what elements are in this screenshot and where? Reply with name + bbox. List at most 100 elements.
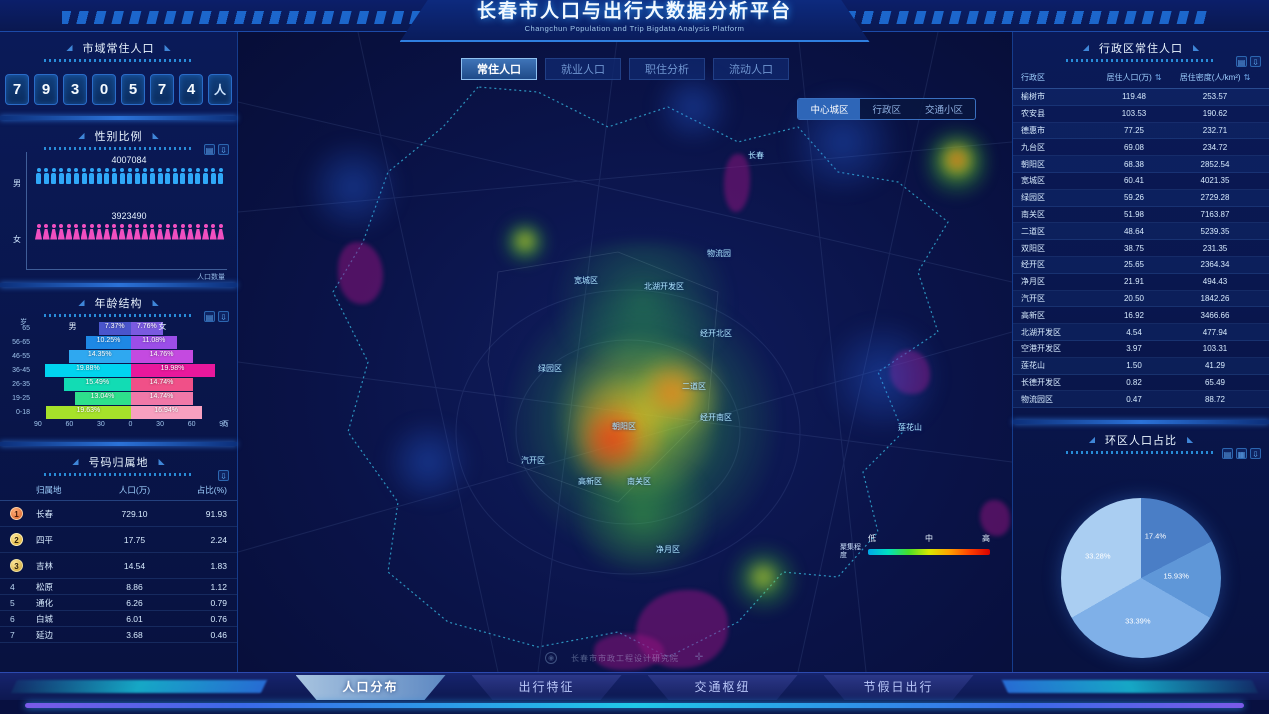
district-pop-cell: 48.64 — [1123, 226, 1145, 236]
male-bar[interactable]: 7.37% — [98, 321, 131, 335]
chart-switch-icon[interactable]: ▤ — [204, 144, 215, 155]
phone-table-row[interactable]: 1 长春 729.10 91.93 — [0, 501, 237, 527]
map-tab-常住人口[interactable]: 常住人口 — [461, 58, 537, 80]
nav-tab-人口分布[interactable]: 人口分布 — [295, 675, 446, 700]
download-icon[interactable]: ⇩ — [1250, 448, 1261, 459]
district-map-label: 南关区 — [627, 477, 651, 486]
district-table-row[interactable]: 经开区 25.65 2364.34 — [1013, 256, 1269, 274]
age-x-tick: 30 — [156, 421, 164, 428]
female-person-icon — [149, 224, 156, 240]
male-bar[interactable]: 19.88% — [45, 363, 131, 377]
female-person-icon — [119, 224, 126, 240]
district-table-row[interactable]: 二道区 48.64 5239.35 — [1013, 223, 1269, 241]
age-x-tick: 60 — [187, 421, 196, 428]
female-bar-value: 14.74% — [149, 392, 174, 400]
title-plate: 长春市人口与出行大数据分析平台 Changchun Population and… — [399, 0, 870, 42]
male-person-icon — [88, 168, 95, 184]
population-tab-bar: 常住人口 就业人口 职住分析 流动人口 — [461, 58, 789, 80]
district-map-label: 宽城区 — [574, 276, 598, 285]
female-half: 11.08% — [130, 335, 228, 349]
male-bar[interactable]: 14.35% — [68, 349, 131, 363]
more-icon[interactable]: ▦ — [1236, 448, 1247, 459]
phone-table-row[interactable]: 5 通化 6.26 0.79 — [0, 595, 237, 611]
city-heatmap[interactable]: 长春 物流园 宽城区 北湖开发区 经开北区 绿园区 二道区 经开南区 朝阳区 莲花山 汽开区 高新区 南… — [238, 32, 1012, 672]
age-row: 19-25 13.04% 14.74% — [6, 391, 227, 405]
district-table-row[interactable]: 莲花山 1.50 41.29 — [1013, 357, 1269, 375]
district-table-row[interactable]: 汽开区 20.50 1842.26 — [1013, 290, 1269, 308]
district-table-row[interactable]: 物流园区 0.47 88.72 — [1013, 391, 1269, 409]
district-table-row[interactable]: 双阳区 38.75 231.35 — [1013, 240, 1269, 257]
district-name-cell: 长德开发区 — [1021, 377, 1061, 387]
male-bar-value: 10.25% — [96, 336, 121, 344]
male-bar[interactable]: 13.04% — [74, 391, 131, 405]
chart-switch-icon[interactable]: ▤ — [204, 311, 215, 322]
female-bar[interactable]: 14.76% — [130, 349, 193, 363]
chart-switch-icon[interactable]: ▤ — [1236, 56, 1247, 67]
sort-icon[interactable]: ⇅ — [1154, 73, 1162, 82]
male-icon-row[interactable] — [33, 168, 225, 189]
phone-table-row[interactable]: 2 四平 17.75 2.24 — [0, 527, 237, 553]
nav-tab-出行特征[interactable]: 出行特征 — [471, 675, 622, 700]
download-icon[interactable]: ⇩ — [218, 311, 229, 322]
sort-icon[interactable]: ⇅ — [1243, 73, 1251, 82]
phone-table-row[interactable]: 7 延边 3.68 0.46 — [0, 627, 237, 643]
female-person-icon — [111, 224, 118, 240]
urban-patch — [338, 242, 383, 304]
female-bar[interactable]: 16.94% — [130, 405, 202, 419]
map-tab-职住分析[interactable]: 职住分析 — [629, 58, 705, 80]
population-digit: 3 — [63, 74, 87, 105]
district-pop-cell: 51.98 — [1123, 209, 1145, 219]
age-x-unit: 万 — [222, 421, 229, 428]
female-person-icon — [172, 224, 179, 240]
district-table-row[interactable]: 农安县 103.53 190.62 — [1013, 106, 1269, 123]
phone-table-row[interactable]: 4 松原 8.86 1.12 — [0, 579, 237, 595]
district-table-row[interactable]: 空港开发区 3.97 103.31 — [1013, 341, 1269, 358]
region-toggle-行政区[interactable]: 行政区 — [872, 105, 901, 116]
age-group-label: 46-55 — [12, 352, 30, 360]
population-cell: 729.10 — [121, 508, 148, 519]
rank-cell: 6 — [10, 614, 36, 624]
district-table-row[interactable]: 净月区 21.91 494.43 — [1013, 274, 1269, 291]
female-bar[interactable]: 11.08% — [130, 335, 178, 349]
phone-table-row[interactable]: 6 白城 6.01 0.76 — [0, 611, 237, 627]
download-icon[interactable]: ⇩ — [218, 144, 229, 155]
district-table-row[interactable]: 长德开发区 0.82 65.49 — [1013, 375, 1269, 392]
map-tab-流动人口[interactable]: 流动人口 — [713, 58, 789, 80]
district-table-row[interactable]: 高新区 16.92 3466.66 — [1013, 307, 1269, 325]
download-icon[interactable]: ⇩ — [1250, 56, 1261, 67]
urban-patch — [724, 154, 750, 212]
male-bar[interactable]: 15.49% — [63, 377, 131, 391]
district-table-row[interactable]: 榆树市 119.48 253.57 — [1013, 89, 1269, 106]
district-table-row[interactable]: 宽城区 60.41 4021.35 — [1013, 173, 1269, 190]
male-bar[interactable]: 10.25% — [86, 335, 131, 349]
female-bar[interactable]: 14.74% — [130, 391, 193, 405]
nav-tab-交通枢纽[interactable]: 交通枢纽 — [647, 675, 798, 700]
panel-divider — [0, 283, 237, 287]
female-person-icon — [157, 224, 164, 240]
female-bar[interactable]: 7.76% — [130, 321, 164, 335]
female-bar[interactable]: 19.98% — [130, 363, 215, 377]
district-table-row[interactable]: 北湖开发区 4.54 477.94 — [1013, 324, 1269, 341]
map-tab-就业人口[interactable]: 就业人口 — [545, 58, 621, 80]
district-table-row[interactable]: 德惠市 77.25 232.71 — [1013, 122, 1269, 140]
phone-table-row[interactable]: 3 吉林 14.54 1.83 — [0, 553, 237, 579]
district-table-row[interactable]: 南关区 51.98 7163.87 — [1013, 207, 1269, 224]
region-toggle-交通小区[interactable]: 交通小区 — [924, 105, 963, 116]
download-icon[interactable]: ⇩ — [218, 470, 229, 481]
population-cell: 8.86 — [126, 581, 143, 592]
district-table-row[interactable]: 绿园区 59.26 2729.28 — [1013, 189, 1269, 207]
male-bar[interactable]: 19.63% — [46, 405, 131, 419]
district-name-cell: 农安县 — [1021, 109, 1045, 119]
district-table-row[interactable]: 朝阳区 68.38 2852.54 — [1013, 156, 1269, 173]
pie[interactable] — [1061, 498, 1221, 658]
district-table-row[interactable]: 九台区 69.08 234.72 — [1013, 139, 1269, 157]
region-toggle-中心城区[interactable]: 中心城区 — [798, 99, 861, 119]
heat-glow — [298, 142, 408, 232]
pop-col-label: 居住人口(万) — [1106, 73, 1152, 82]
female-bar[interactable]: 14.74% — [130, 377, 193, 391]
nav-tab-节假日出行[interactable]: 节假日出行 — [823, 675, 974, 700]
chart-switch-icon[interactable]: ▤ — [1222, 448, 1233, 459]
title-underline — [43, 314, 194, 317]
female-icon-row[interactable] — [33, 224, 225, 245]
urban-patch — [890, 350, 930, 394]
